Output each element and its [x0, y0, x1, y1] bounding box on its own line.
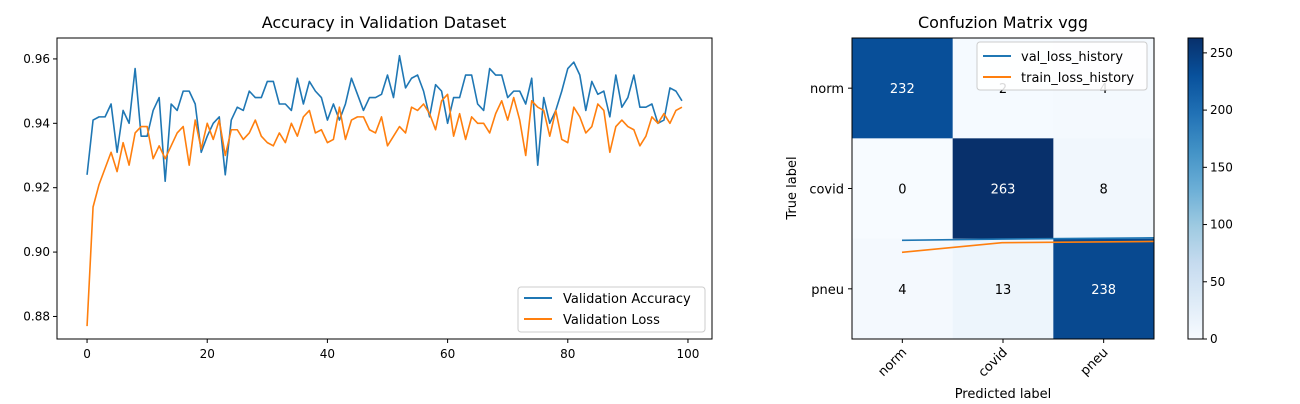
x-tick-label: 0: [83, 347, 91, 361]
legend-label-validation-loss: Validation Loss: [563, 313, 660, 328]
y-tick-label: 0.90: [23, 245, 50, 259]
line-chart-series-group: [86, 54, 683, 327]
cm-y-tick-label: pneu: [811, 283, 844, 298]
x-tick-label: 20: [200, 347, 215, 361]
legend-label-val-loss-history: val_loss_history: [1021, 50, 1123, 65]
x-tick-label: 100: [677, 347, 700, 361]
colorbar-tick-label: 250: [1210, 46, 1233, 60]
colorbar-tick-label: 200: [1210, 103, 1233, 117]
line-chart-y-ticks: 0.88 0.90 0.92 0.94 0.96: [23, 52, 57, 323]
legend-label-train-loss-history: train_loss_history: [1021, 71, 1134, 86]
confusion-matrix-loss-overlay: [901, 237, 1155, 254]
colorbar-tick-label: 100: [1210, 218, 1233, 232]
matrix-cell-value: 4: [898, 283, 906, 298]
colorbar-ticks: 0 50 100 150 200 250: [1203, 46, 1233, 346]
matrix-cell: [952, 138, 1054, 240]
legend-label-validation-accuracy: Validation Accuracy: [563, 292, 691, 307]
colorbar-tick-label: 0: [1210, 332, 1218, 346]
y-tick-label: 0.92: [23, 181, 50, 195]
matrix-cell-value: 8: [1100, 183, 1108, 198]
y-tick-label: 0.96: [23, 52, 50, 66]
colorbar-tick-label: 50: [1210, 275, 1225, 289]
x-tick-label: 60: [440, 347, 455, 361]
confusion-matrix-xlabel: Predicted label: [955, 387, 1052, 400]
matrix-cell: [1053, 138, 1155, 240]
confusion-matrix: Confuzion Matrix vgg 2322402638413238 no…: [785, 13, 1233, 402]
line-chart-legend: Validation Accuracy Validation Loss: [517, 286, 706, 333]
y-tick-label: 0.94: [23, 116, 50, 130]
matrix-cell: [852, 238, 954, 340]
confusion-matrix-y-ticks: norm covid pneu: [809, 82, 852, 298]
accuracy-line-chart: Accuracy in Validation Dataset 0 20 40 60 80…: [23, 13, 713, 361]
matrix-cell: [852, 38, 954, 139]
colorbar: 0 50 100 150 200 250: [1187, 37, 1233, 346]
colorbar-tick-label: 150: [1210, 160, 1233, 174]
overlay-series-1: [901, 240, 1155, 254]
line-series-1: [86, 93, 683, 327]
cm-y-tick-label: covid: [809, 183, 844, 198]
colorbar-gradient: [1187, 37, 1204, 340]
matrix-cell: [952, 238, 1054, 340]
confusion-matrix-title: Confuzion Matrix vgg: [918, 13, 1088, 32]
matrix-cell-value: 263: [991, 183, 1016, 198]
confusion-matrix-ylabel: True label: [785, 156, 800, 220]
line-chart-legend-box: [517, 286, 706, 333]
matrix-cell: [1053, 238, 1155, 340]
confusion-matrix-legend: val_loss_history train_loss_history: [976, 41, 1148, 91]
line-series-0: [86, 54, 683, 183]
confusion-matrix-legend-box: [976, 41, 1148, 91]
x-tick-label: 80: [560, 347, 575, 361]
line-chart-axes-frame: [56, 37, 713, 340]
line-chart-title: Accuracy in Validation Dataset: [262, 13, 507, 32]
x-tick-label: 40: [320, 347, 335, 361]
confusion-matrix-cell-labels: 2322402638413238: [890, 82, 1116, 298]
matrix-cell: [852, 138, 954, 240]
cm-y-tick-label: norm: [810, 82, 844, 97]
overlay-series-0: [901, 237, 1155, 242]
matrix-cell-value: 232: [890, 82, 915, 97]
matrix-cell-value: 238: [1091, 283, 1116, 298]
y-tick-label: 0.88: [23, 309, 50, 323]
line-chart-x-ticks: 0 20 40 60 80 100: [83, 339, 699, 361]
matrix-cell-value: 0: [898, 183, 906, 198]
matrix-cell-value: 13: [995, 283, 1012, 298]
